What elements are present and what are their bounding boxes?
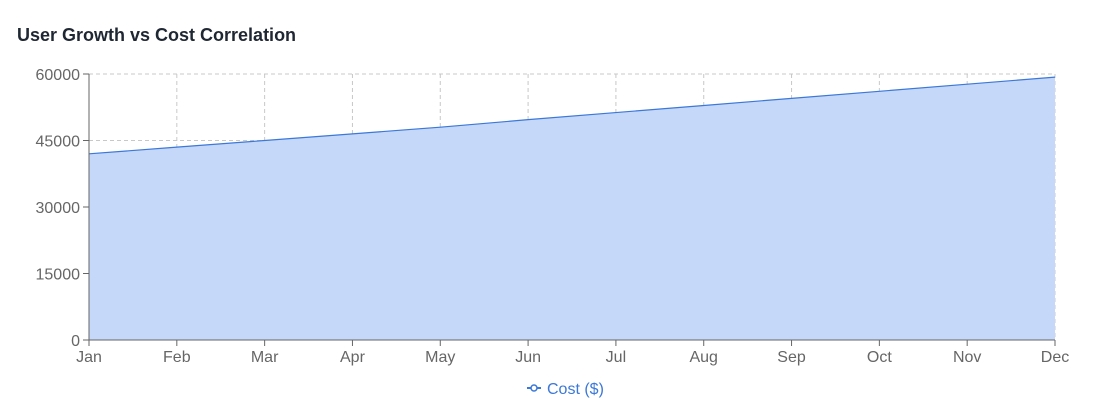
x-tick-label: Dec xyxy=(1041,349,1069,366)
chart-title: User Growth vs Cost Correlation xyxy=(17,25,297,45)
series-area xyxy=(89,77,1055,340)
y-tick-label: 30000 xyxy=(36,200,81,217)
x-tick-label: Aug xyxy=(689,349,717,366)
series-line xyxy=(88,76,1056,155)
x-axis-ticks: Jan Feb Mar Apr May Jun Jul Aug Sep Oct Nov Dec xyxy=(76,340,1069,366)
legend-label[interactable]: Cost ($) xyxy=(547,381,604,398)
y-tick-label: 60000 xyxy=(36,67,81,84)
x-tick-label: May xyxy=(425,349,455,366)
x-tick-label: Sep xyxy=(777,349,806,366)
x-tick-label: Apr xyxy=(340,349,366,366)
x-tick-label: Jul xyxy=(606,349,626,366)
x-tick-label: Mar xyxy=(251,349,279,366)
x-tick-label: Jan xyxy=(76,349,102,366)
x-tick-label: Nov xyxy=(953,349,981,366)
x-tick-label: Oct xyxy=(867,349,892,366)
x-tick-label: Jun xyxy=(515,349,541,366)
x-tick-label: Feb xyxy=(163,349,191,366)
y-axis-ticks: 0 15000 30000 45000 60000 xyxy=(36,67,89,350)
series-area-layer xyxy=(88,76,1056,340)
y-tick-label: 0 xyxy=(71,333,80,350)
legend[interactable]: Cost ($) xyxy=(527,381,604,398)
legend-point-icon xyxy=(530,384,538,392)
y-tick-label: 15000 xyxy=(36,267,81,284)
y-tick-label: 45000 xyxy=(36,134,81,151)
